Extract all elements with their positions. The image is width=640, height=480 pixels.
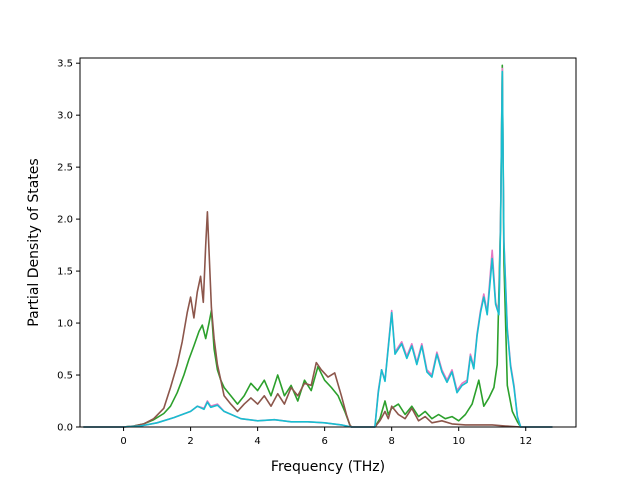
y-tick-label: 3.0	[57, 111, 73, 122]
series-line-2	[83, 211, 553, 428]
y-tick-label: 2.5	[57, 163, 73, 174]
x-tick-label: 12	[519, 436, 532, 447]
y-tick-label: 0.0	[57, 423, 73, 434]
y-axis-ticks: 0.0 0.5 1.0 1.5 2.0 2.5 3.0 3.5	[57, 59, 80, 434]
x-tick-label: 10	[452, 436, 465, 447]
series-line-4	[83, 70, 553, 428]
series-layer	[83, 64, 553, 428]
x-tick-label: 6	[321, 436, 327, 447]
y-tick-label: 3.5	[57, 59, 73, 70]
y-tick-label: 1.5	[57, 267, 73, 278]
y-axis-label: Partial Density of States	[26, 158, 42, 326]
y-tick-label: 1.0	[57, 319, 73, 330]
x-tick-label: 2	[187, 436, 193, 447]
y-tick-label: 2.0	[57, 215, 73, 226]
plot-frame	[79, 57, 577, 428]
y-tick-label: 0.5	[57, 371, 73, 382]
x-axis-ticks: 0 2 4 6 8 10 12	[120, 427, 532, 447]
x-tick-label: 8	[388, 436, 394, 447]
series-line-1	[83, 64, 553, 428]
x-axis-label: Frequency (THz)	[271, 459, 385, 475]
series-line-3	[83, 67, 553, 428]
x-tick-label: 4	[254, 436, 260, 447]
x-tick-label: 0	[120, 436, 126, 447]
